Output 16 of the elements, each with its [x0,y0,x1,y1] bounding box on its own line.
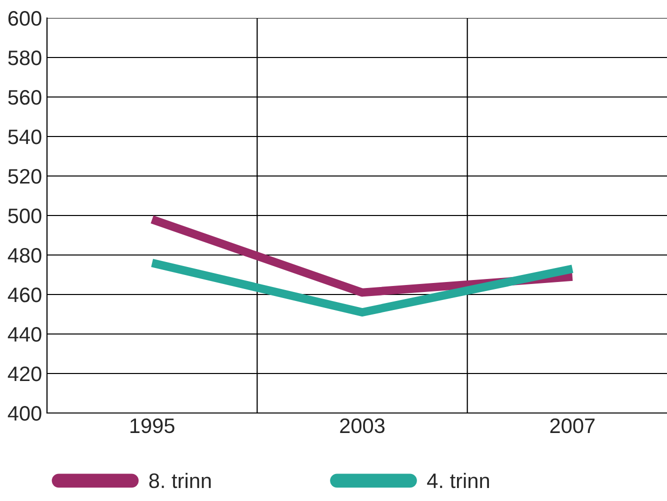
y-tick-label: 500 [8,208,42,224]
y-tick-label: 400 [8,406,42,421]
x-tick-label: 1995 [130,418,174,434]
y-tick-label: 520 [8,169,42,184]
x-tick-label: 2003 [340,418,385,434]
y-tick-label: 420 [8,366,42,382]
y-tick-label: 580 [8,50,42,66]
y-tick-label: 600 [8,11,42,26]
y-tick-label: 460 [8,288,42,302]
legend-label: 4. trinn [427,472,489,488]
legend-label: 8. trinn [149,472,211,488]
y-tick-label: 480 [8,248,42,263]
x-tick-label: 2007 [550,418,595,434]
y-tick-label: 560 [8,90,42,105]
y-tick-label: 540 [8,130,42,144]
y-tick-label: 440 [8,327,42,342]
